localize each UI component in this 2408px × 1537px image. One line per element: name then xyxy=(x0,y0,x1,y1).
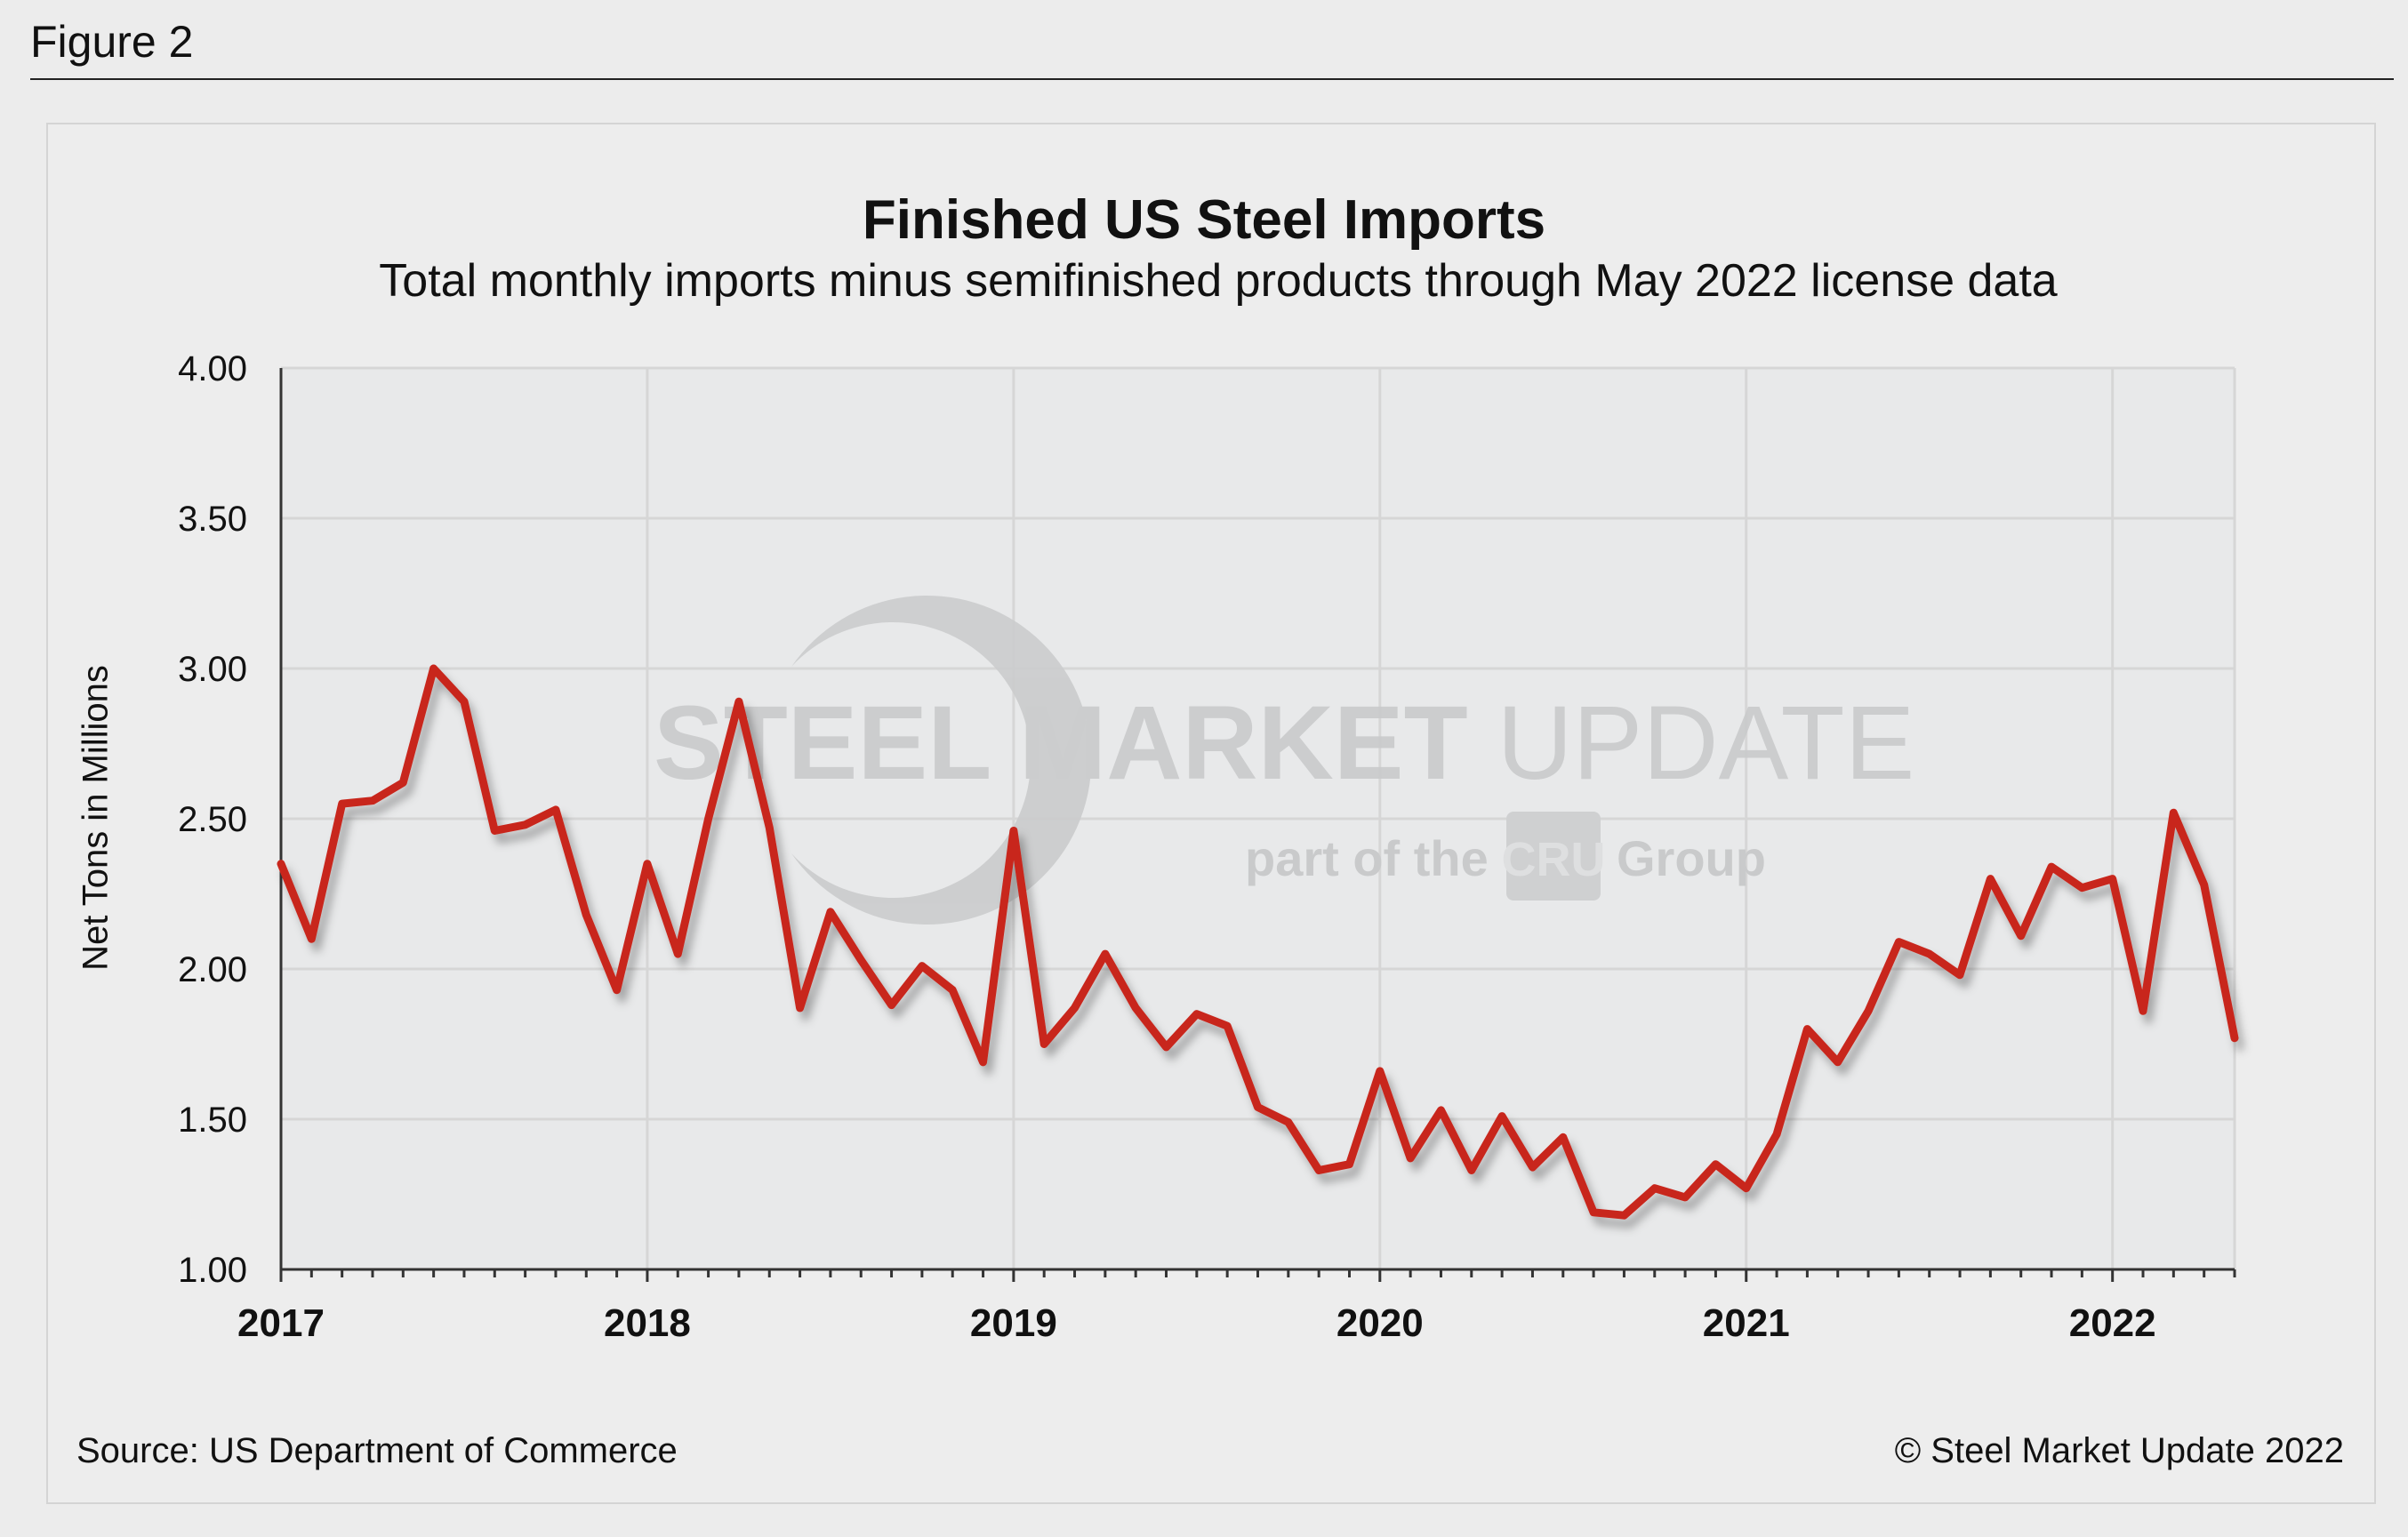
watermark-group-text: Group xyxy=(1617,830,1766,886)
y-tick-label: 2.50 xyxy=(178,800,247,839)
y-tick-label: 3.00 xyxy=(178,650,247,689)
chart-subtitle: Total monthly imports minus semifinished… xyxy=(379,255,2058,307)
x-tick-label: 2021 xyxy=(1703,1301,1790,1345)
x-tick-label: 2020 xyxy=(1336,1301,1424,1345)
watermark-logo: STEEL MARKET UPDATE xyxy=(654,596,1914,925)
x-tick-label: 2017 xyxy=(237,1301,325,1345)
y-tick-label: 3.50 xyxy=(178,500,247,539)
copyright-note: © Steel Market Update 2022 xyxy=(1894,1431,2344,1470)
watermark-badge-text: CRU xyxy=(1502,833,1606,886)
figure-divider xyxy=(30,78,2394,80)
chart-title: Finished US Steel Imports xyxy=(862,189,1546,251)
y-axis-label: Net Tons in Millions xyxy=(76,665,116,971)
x-tick-label: 2019 xyxy=(970,1301,1057,1345)
source-note: Source: US Department of Commerce xyxy=(76,1431,678,1470)
y-tick-label: 2.00 xyxy=(178,950,247,989)
y-tick-label: 1.00 xyxy=(178,1251,247,1290)
y-tick-label: 4.00 xyxy=(178,349,247,388)
x-tick-label: 2018 xyxy=(604,1301,691,1345)
figure-label: Figure 2 xyxy=(30,17,194,67)
watermark-badge xyxy=(1506,812,1601,901)
x-tick-label: 2022 xyxy=(2069,1301,2156,1345)
watermark-text: STEEL MARKET UPDATE xyxy=(654,684,1914,802)
y-tick-label: 1.50 xyxy=(178,1101,247,1140)
watermark-subtext: part of the xyxy=(1245,830,1489,886)
